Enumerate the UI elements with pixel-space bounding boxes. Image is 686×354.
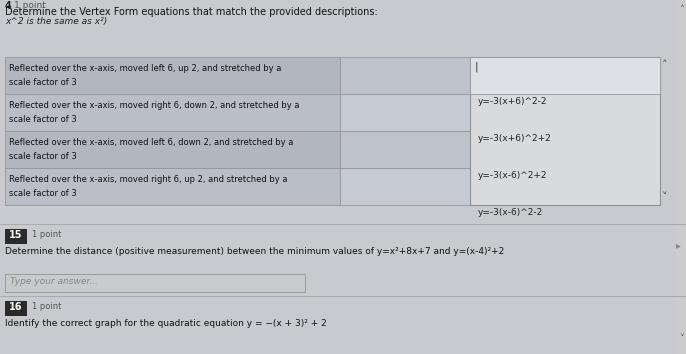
- Text: ˅: ˅: [679, 334, 684, 344]
- Text: ˄: ˄: [662, 60, 667, 70]
- Bar: [5, 229, 27, 244]
- Text: Determine the distance (positive measurement) between the minimum values of y=x²: Determine the distance (positive measure…: [5, 247, 504, 256]
- Text: 16: 16: [9, 302, 23, 312]
- Bar: [5, 274, 305, 292]
- Text: 1 point: 1 point: [32, 302, 61, 311]
- Text: y=-3(x+6)^2-2: y=-3(x+6)^2-2: [478, 97, 547, 106]
- Text: ˅: ˅: [662, 192, 667, 201]
- Bar: [676, 0, 686, 354]
- Bar: [0, 296, 686, 354]
- Text: 15: 15: [9, 230, 23, 240]
- Text: scale factor of 3: scale factor of 3: [9, 152, 77, 161]
- Bar: [470, 57, 660, 205]
- Text: Determine the Vertex Form equations that match the provided descriptions:: Determine the Vertex Form equations that…: [5, 7, 378, 17]
- Bar: [340, 131, 470, 168]
- Text: |: |: [475, 61, 479, 72]
- Bar: [340, 57, 470, 94]
- Bar: [0, 0, 686, 55]
- Text: scale factor of 3: scale factor of 3: [9, 189, 77, 198]
- Text: 1 point: 1 point: [14, 1, 46, 10]
- Bar: [340, 94, 470, 131]
- Bar: [5, 131, 340, 168]
- Bar: [340, 168, 470, 205]
- Text: ˄: ˄: [679, 5, 684, 15]
- Text: scale factor of 3: scale factor of 3: [9, 115, 77, 124]
- Bar: [5, 301, 27, 316]
- Text: scale factor of 3: scale factor of 3: [9, 78, 77, 87]
- Bar: [5, 168, 340, 205]
- Bar: [0, 205, 686, 224]
- Text: ▸: ▸: [676, 241, 681, 251]
- Text: Reflected over the x-axis, moved left 6, up 2, and stretched by a: Reflected over the x-axis, moved left 6,…: [9, 64, 281, 73]
- Text: Identify the correct graph for the quadratic equation y = −(x + 3)² + 2: Identify the correct graph for the quadr…: [5, 319, 327, 328]
- Bar: [0, 224, 686, 225]
- Text: y=-3(x-6)^2+2: y=-3(x-6)^2+2: [478, 171, 547, 180]
- Text: Reflected over the x-axis, moved left 6, down 2, and stretched by a: Reflected over the x-axis, moved left 6,…: [9, 138, 294, 147]
- Bar: [0, 296, 686, 297]
- Text: Reflected over the x-axis, moved right 6, down 2, and stretched by a: Reflected over the x-axis, moved right 6…: [9, 101, 300, 110]
- Bar: [5, 94, 340, 131]
- Bar: [0, 224, 686, 296]
- Text: Reflected over the x-axis, moved right 6, up 2, and stretched by a: Reflected over the x-axis, moved right 6…: [9, 175, 287, 184]
- Bar: [5, 57, 340, 94]
- Text: y=-3(x+6)^2+2: y=-3(x+6)^2+2: [478, 134, 552, 143]
- Bar: [470, 57, 660, 94]
- Text: x^2 is the same as x²): x^2 is the same as x²): [5, 17, 107, 26]
- Text: 4: 4: [5, 1, 12, 11]
- Text: y=-3(x-6)^2-2: y=-3(x-6)^2-2: [478, 208, 543, 217]
- Text: 1 point: 1 point: [32, 230, 61, 239]
- Text: Type your answer...: Type your answer...: [10, 277, 98, 286]
